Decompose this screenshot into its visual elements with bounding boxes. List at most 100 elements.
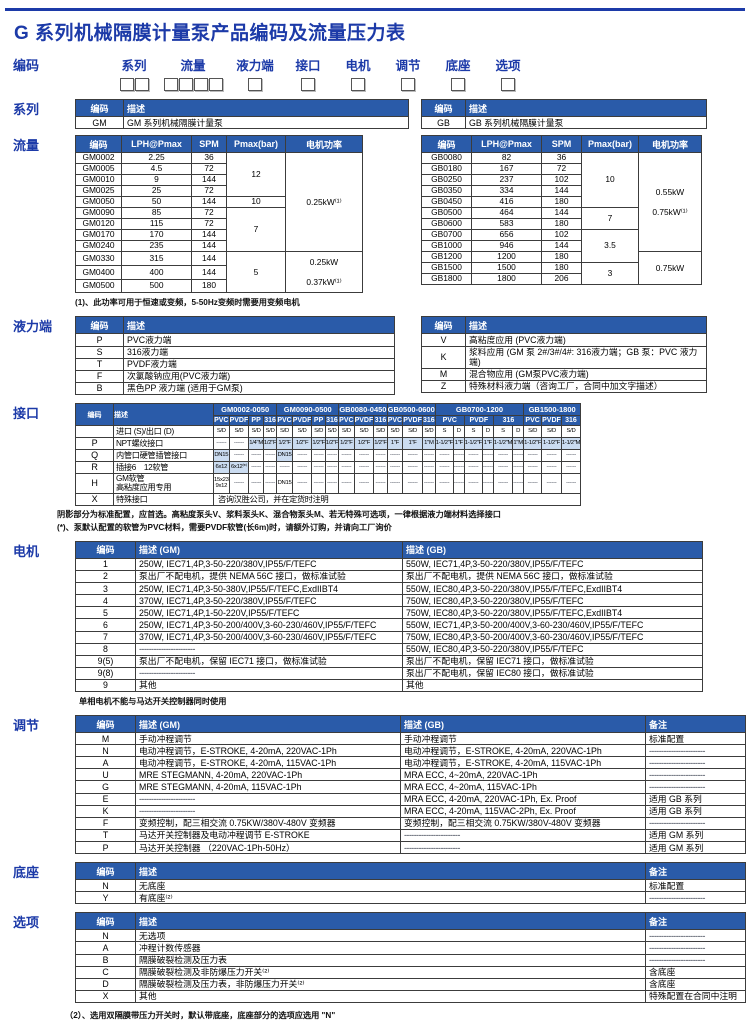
liquid-end-section: 液力端 编码 描述 P PVC液力端 S 316液力端 T PVDF液力端 F 次氯酸钠应用(PV…	[0, 316, 750, 396]
table-row: A 冲程计数传感器 -----------------------	[75, 941, 746, 955]
connection-size-cell: ------	[262, 449, 278, 462]
table-row: D 隔膜破裂检测及压力表，非防爆压力开关⁽²⁾ 含底座	[75, 977, 746, 991]
code-box	[119, 78, 134, 91]
header-row: 编码 描述 备注	[75, 912, 746, 931]
connection-size-cell: ------	[512, 473, 525, 494]
table-row: GM GM 系列机械隔膜计量泵	[75, 115, 409, 130]
desc-cell: -----------------------	[645, 780, 746, 794]
connection-size-cell: ------	[291, 473, 313, 494]
liquid-end-gb-table: 编码 描述 V 高粘度应用 (PVC液力端) K 浆料应用 (GM 泵 2#/3#/4#:…	[421, 316, 707, 394]
lph-value: 946	[471, 240, 542, 253]
connection-size-cell: S/D	[213, 425, 230, 438]
connection-size-cell: ------	[560, 473, 582, 494]
coding-group-接口: 接口	[285, 55, 331, 91]
connection-size-cell: ------	[560, 461, 582, 474]
spm-value: 144	[191, 251, 227, 266]
connection-size-cell: ------	[560, 449, 582, 462]
model-code: GB1500	[421, 262, 472, 275]
connection-size-cell: ------	[481, 473, 494, 494]
connection-size-cell: ------	[386, 473, 404, 494]
table-row: T PVDF液力端	[75, 357, 395, 371]
table-row: N 无底座 标准配置	[75, 879, 746, 893]
connection-size-cell: ------	[492, 461, 514, 474]
coding-group-label: 流量	[180, 59, 206, 73]
table-row: A 电动冲程调节，E-STROKE, 4-20mA, 115VAC-1Ph 电动冲程…	[75, 756, 746, 770]
material-header: 316	[324, 415, 340, 426]
coding-group-label: 系列	[121, 59, 147, 73]
column-header: 描述 (GB)	[400, 715, 646, 734]
desc-cell: 适用 GM 系列	[645, 841, 746, 855]
desc-cell: 泵出厂不配电机，保留 IEC71 接口，做标准试验	[135, 654, 403, 668]
coding-group-label: 底座	[445, 59, 471, 73]
coding-group-label: 调节	[395, 59, 421, 73]
page-title: G 系列机械隔膜计量泵产品编码及流量压力表	[14, 23, 406, 44]
connection-size-cell: S/D	[291, 425, 313, 438]
table-row: Z 特殊材料液力端（咨询工厂，合同中加文字描述）	[421, 379, 707, 394]
connection-size-cell: ------	[386, 461, 404, 474]
connection-size-cell: ------	[324, 461, 340, 474]
table-row: GB0350 334 144	[421, 185, 702, 198]
regulation-table: 编码 描述 (GM) 描述 (GB) 备注 M 手动冲程调节 手动冲程调节 标准配置 N 电动冲程…	[75, 715, 746, 855]
connection-size-cell: D	[452, 425, 465, 438]
connection-size-cell: ------	[434, 473, 454, 494]
spm-value: 144	[191, 196, 227, 209]
model-code: GB0350	[421, 185, 472, 198]
desc-cell: -----------------------	[645, 768, 746, 782]
lph-value: 416	[471, 196, 542, 209]
column-header: 备注	[645, 862, 746, 881]
code-cell: P	[75, 841, 136, 855]
lph-value: 1200	[471, 251, 542, 264]
code-cell: 4	[75, 594, 136, 608]
column-header: 编码	[421, 316, 466, 335]
table-row: GM0120 115 72	[75, 218, 363, 231]
connection-size-cell: ------	[421, 473, 436, 494]
table-row: GM0005 4.5 72	[75, 163, 363, 176]
code-cell: B	[75, 953, 136, 967]
desc-cell: 电动冲程调节，E-STROKE, 4-20mA, 115VAC-1Ph	[400, 756, 646, 770]
table-row: K 浆料应用 (GM 泵 2#/3#/4#: 316液力端；GB 泵：PVC 液力…	[421, 345, 707, 369]
desc-cell: -----------------------	[645, 941, 746, 955]
connection-size-cell: ------	[402, 473, 423, 494]
connection-size-cell: ------	[373, 461, 388, 474]
desc-cell: 250W, IEC71,4P,3-50-200/400V,3-60-230/46…	[135, 618, 403, 632]
lph-value: 235	[121, 240, 192, 253]
motor-table: 编码 描述 (GM) 描述 (GB) 1 250W, IEC71,4P,3-50-220…	[75, 540, 703, 693]
connection-size-cell: ------	[338, 449, 355, 462]
spm-value: 144	[541, 240, 582, 253]
desc-cell: 插接6 12软管	[113, 461, 214, 474]
desc-cell: 特殊材料液力端（咨询工厂，合同中加文字描述）	[465, 379, 707, 394]
table-row: GM0090 85 72 7	[75, 207, 363, 253]
column-header: 编码	[75, 316, 124, 335]
table-row: M 混合物应用 (GM泵PVC液力端)	[421, 367, 707, 381]
material-header: PVC	[386, 415, 404, 426]
lph-value: 167	[471, 163, 542, 176]
table-row: GM0330 315 144 5 0.25kW 0.37kW⁽¹⁾	[75, 251, 363, 294]
desc-cell: NPT螺纹接口	[113, 437, 214, 450]
connection-size-cell: ------	[262, 461, 278, 474]
material-header: PP	[248, 415, 264, 426]
desc-cell: 泵出厂不配电机，保留 IEC80 接口，做标准试验	[402, 666, 703, 680]
material-header: PVDF	[353, 415, 375, 426]
table-row: X 特殊接口 咨询汉胜公司，并在定货时注明	[75, 492, 582, 506]
code-box	[163, 78, 178, 91]
coding-group-液力端: 液力端	[229, 55, 281, 91]
coding-group-电机: 电机	[335, 55, 381, 91]
coding-boxes	[119, 78, 149, 91]
header-row: 编码 描述 (GM) 描述 (GB) 备注	[75, 715, 746, 734]
desc-cell: 冲程计数传感器	[135, 941, 646, 955]
model-code: GM0500	[75, 278, 122, 294]
desc-cell: GM软管 高粘度应用专用	[113, 473, 214, 494]
desc-cell: 隔膜破裂检测及压力表，非防爆压力开关⁽²⁾	[135, 977, 646, 991]
table-row: GB GB 系列机械隔膜计量泵	[421, 115, 707, 130]
table-row: GB0080 82 36 10 0.55kW 0.75kW⁽¹⁾	[421, 152, 702, 253]
code-box	[451, 78, 465, 91]
column-header: 备注	[645, 715, 746, 734]
base-section: 底座 编码 描述 备注 N 无底座 标准配置 Y 有底座⁽²⁾ ----------------…	[0, 862, 750, 905]
code-cell: 5	[75, 606, 136, 620]
code-box	[134, 78, 149, 91]
connection-size-cell: ------	[523, 461, 543, 474]
header-row: 编码 描述	[75, 316, 395, 335]
code-box	[301, 78, 315, 91]
table-row: 3 250W, IEC71,4P,3-50-380V,IP55/F/TEFC,Ex…	[75, 582, 703, 596]
material-header: PVC	[213, 415, 230, 426]
